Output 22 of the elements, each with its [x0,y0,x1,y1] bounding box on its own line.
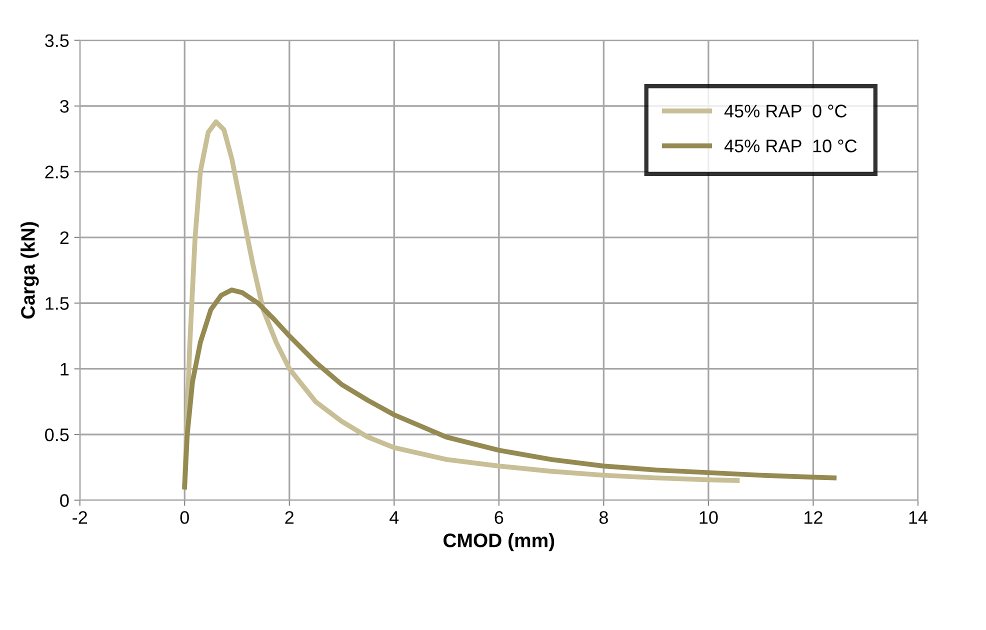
x-tick-label: 14 [909,511,928,524]
x-axis-title: CMOD (mm) [444,533,554,552]
y-tick-label: 0 [60,494,69,507]
y-tick-label: 2 [60,231,69,244]
x-tick-label: -2 [72,511,87,524]
x-tick-label: 4 [390,511,399,524]
legend-label: 45% RAP 10 °C [724,140,857,152]
legend-label: 45% RAP 0 °C [724,104,847,118]
x-tick-label: 2 [285,511,294,524]
x-tick-label: 12 [804,511,822,524]
y-tick-label: 1 [60,362,69,376]
y-tick-label: 3 [60,100,69,113]
x-tick-label: 0 [180,511,189,524]
x-tick-label: 6 [494,511,504,524]
x-tick-label: 8 [599,511,608,524]
y-tick-label: 1.5 [46,297,69,310]
y-tick-label: 0.5 [45,428,69,442]
y-axis-title: Carga (kN) [20,222,39,319]
line-series [182,288,837,490]
y-tick-label: 3.5 [45,34,69,48]
y-tick-label: 2.5 [45,166,69,178]
x-tick-label: 10 [700,511,718,524]
